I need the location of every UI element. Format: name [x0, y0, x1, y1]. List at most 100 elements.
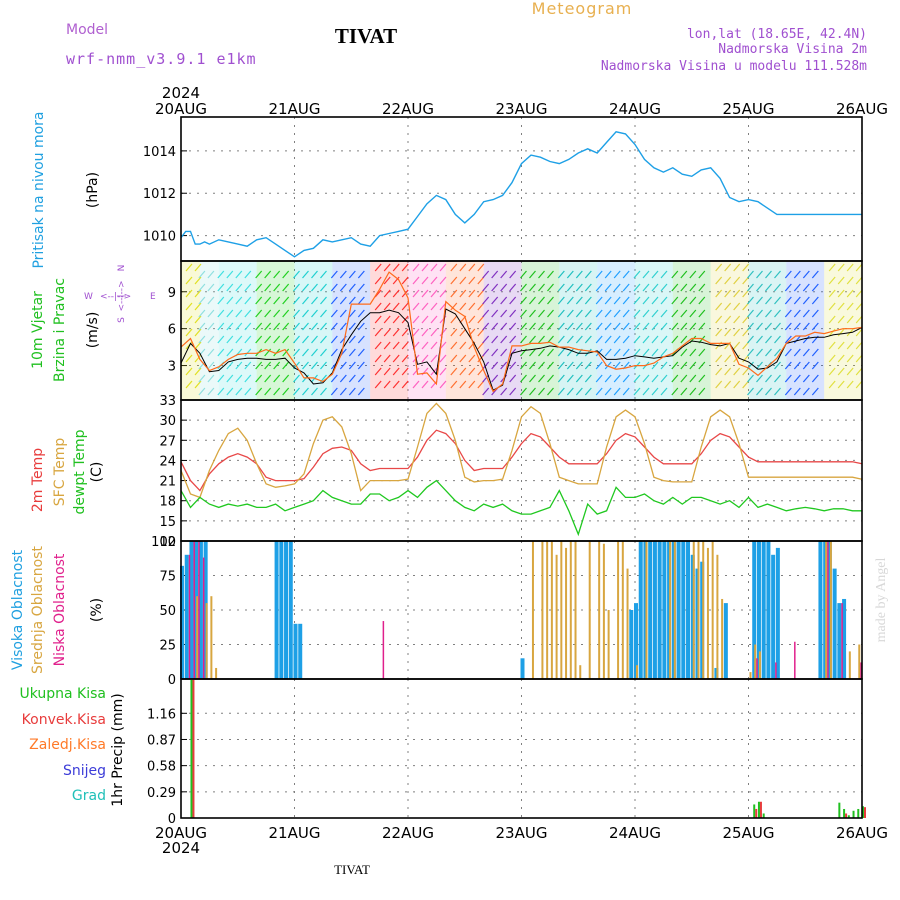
wind-arrow: [235, 270, 243, 279]
wind-arrow: [584, 322, 592, 331]
y-tick-label: 0: [168, 673, 176, 688]
wind-arrow: [244, 387, 252, 396]
wind-arrow: [622, 322, 630, 331]
wind-arrow: [828, 354, 836, 363]
wind-arrow: [357, 374, 365, 383]
wind-arrow: [811, 387, 819, 396]
wind-arrow: [651, 387, 659, 396]
wind-arrow: [622, 335, 630, 344]
wind-arrow: [264, 374, 272, 383]
wind-arrow: [793, 335, 801, 344]
wind-arrow: [311, 348, 318, 357]
wind-arrow: [226, 283, 234, 292]
wind-arrow: [459, 289, 467, 298]
wind-arrow: [412, 276, 420, 285]
wind-arrow: [828, 367, 836, 376]
cloud-bar: [541, 541, 544, 679]
wind-arrow: [430, 380, 438, 389]
wind-arrow: [642, 335, 650, 344]
wind-arrow: [613, 348, 621, 357]
y-tick-label: 0: [168, 812, 176, 827]
wind-arrow: [482, 309, 490, 318]
cloud-bar: [382, 621, 385, 679]
wind-arrow: [566, 296, 574, 305]
wind-arrow: [538, 374, 545, 383]
wind-arrow: [747, 335, 754, 344]
cloud-bar: [827, 541, 829, 679]
wind-arrow: [330, 387, 338, 396]
wind-arrow: [756, 374, 763, 383]
wind-arrow: [811, 361, 819, 370]
wind-arrow: [784, 309, 792, 318]
cloud-bar: [634, 603, 638, 679]
wind-arrow: [500, 309, 508, 318]
compass-s: S: [117, 317, 127, 323]
wind-arrow: [509, 348, 517, 357]
wind-arrow: [784, 361, 792, 370]
wind-arrow: [811, 296, 819, 305]
cloud-bar: [193, 541, 195, 679]
wind-arrow: [194, 302, 202, 311]
wind-arrow: [724, 380, 732, 389]
wind-arrow: [604, 270, 612, 279]
wind-arrow: [774, 322, 781, 331]
precip-panel: Ukupna Kisa Konvek.Kisa Zaledj.Kisa Snij…: [19, 679, 866, 827]
wind-arrow: [383, 354, 391, 363]
wind-arrow: [293, 296, 300, 305]
wind-arrow: [680, 322, 688, 331]
wind-arrow: [207, 387, 215, 396]
pressure-unit: (hPa): [85, 172, 101, 208]
wind-arrow: [320, 270, 327, 279]
wind-arrow: [765, 309, 772, 318]
wind-arrow: [491, 322, 499, 331]
wind-arrow: [217, 283, 225, 292]
wind-arrow: [680, 387, 688, 396]
wind-arrow: [651, 309, 659, 318]
wind-arrow: [566, 309, 574, 318]
wind-arrow: [509, 296, 517, 305]
wind-arrow: [421, 341, 429, 350]
made-by-signature: made by Angel: [874, 558, 889, 643]
wind-arrow: [468, 263, 476, 272]
wind-arrow: [698, 270, 706, 279]
cloud-bar: [673, 541, 676, 679]
wind-arrows: [185, 263, 863, 396]
wind-arrow: [855, 263, 863, 272]
wind-arrow: [715, 276, 723, 285]
wind-arrow: [742, 263, 750, 272]
wind-arrow: [689, 296, 697, 305]
wind-arrow: [320, 335, 327, 344]
wind-arrow: [255, 296, 263, 305]
wind-shade-band: [199, 261, 219, 400]
wind-arrow: [244, 374, 252, 383]
precip-bar: [192, 679, 195, 818]
wind-arrow: [680, 309, 688, 318]
wind-arrow: [439, 354, 447, 363]
wind-arrow: [613, 296, 621, 305]
cloud-bar: [754, 644, 757, 679]
temperature-tick-labels: 12 15 18 21 24 27 30 33: [159, 394, 187, 550]
wind-arrow: [383, 328, 391, 337]
wind-arrow: [509, 361, 517, 370]
wind-arrow: [302, 335, 309, 344]
wind-arrow: [500, 361, 508, 370]
wind-arrow: [198, 309, 206, 318]
wind-arrow: [491, 283, 499, 292]
wind-arrow: [604, 309, 612, 318]
wind-arrow: [680, 296, 688, 305]
wind-arrow: [698, 387, 706, 396]
wind-arrow: [774, 296, 781, 305]
wind-arrow: [311, 387, 318, 396]
wind-arrow: [320, 387, 327, 396]
wind-arrow: [293, 387, 300, 396]
wind-arrow: [302, 296, 309, 305]
wind-arrow: [226, 374, 234, 383]
cloud-tick-labels: 0 25 50 75 100: [151, 535, 187, 688]
precip-bar: [847, 815, 850, 818]
wind-arrow: [185, 354, 193, 363]
panel-frame: [180, 678, 863, 819]
wind-arrow: [584, 374, 592, 383]
wind-arrow: [575, 361, 583, 370]
wind-arrow: [651, 283, 659, 292]
wind-arrow: [742, 354, 750, 363]
